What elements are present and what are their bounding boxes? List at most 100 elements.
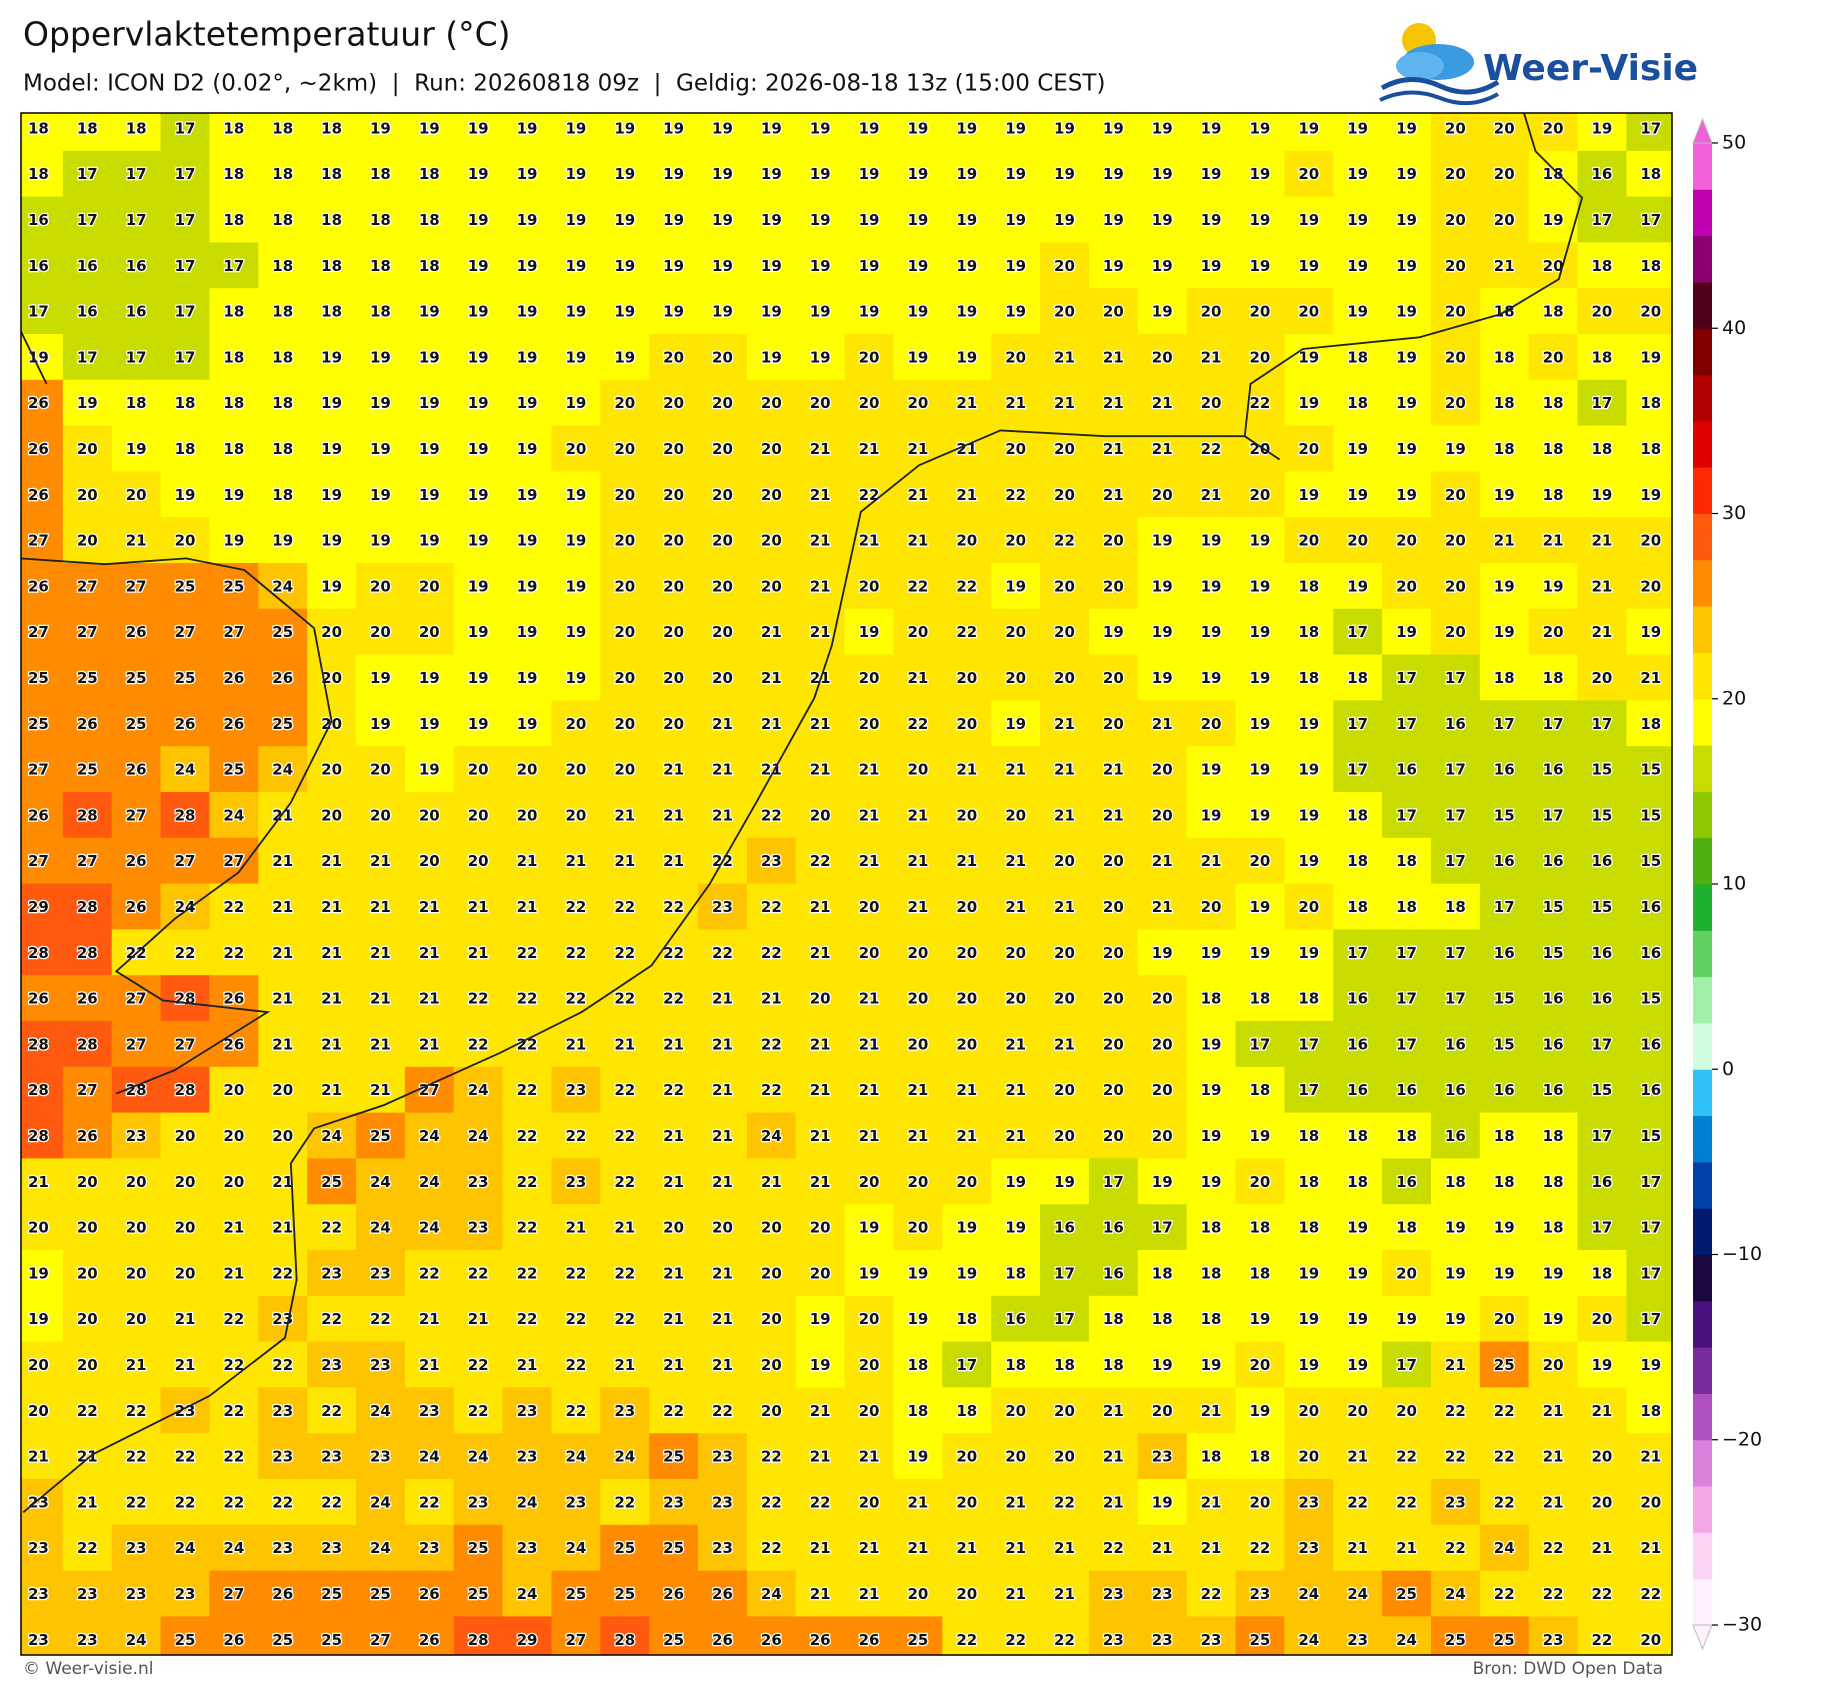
cell [991,1158,1041,1205]
cell-value: 19 [1640,623,1661,641]
cell [1137,1250,1188,1297]
cell-value: 19 [1054,165,1075,183]
cell-value: 23 [1249,1585,1270,1603]
cell-value: 23 [614,1402,635,1420]
cell-value: 23 [565,1081,586,1099]
cell [356,563,406,610]
cell [795,883,846,930]
cell [62,1341,113,1388]
cell-value: 21 [810,1035,831,1053]
cell-value: 19 [956,257,977,275]
cell-value: 19 [859,257,880,275]
cell [1137,1341,1188,1388]
cell-value: 20 [761,532,782,550]
cell-value: 21 [419,990,440,1008]
cell-value: 19 [419,394,440,412]
cell [160,425,211,472]
cell [62,196,113,243]
cell [258,150,308,198]
cell [795,1112,846,1159]
cell-value: 26 [126,898,147,916]
cell [1284,1021,1334,1068]
cell-value: 19 [907,165,928,183]
cell-value: 15 [1494,1035,1515,1053]
cell-value: 19 [1005,1173,1026,1191]
cell-value: 26 [712,1585,733,1603]
cell [1137,837,1188,885]
cell-value: 21 [419,1310,440,1328]
cell-value: 21 [1103,1448,1124,1466]
cell [356,654,406,701]
cell [356,1158,406,1205]
cell-value: 18 [1347,669,1368,687]
cell-value: 19 [1347,577,1368,595]
cell [209,654,259,701]
cell-value: 27 [126,577,147,595]
cell-value: 21 [956,761,977,779]
cell [111,1158,162,1205]
cell-value: 15 [1640,990,1661,1008]
cell-value: 27 [28,852,49,870]
cell-value: 17 [1640,1310,1661,1328]
cell [404,196,455,243]
cell [1382,242,1432,289]
cell-value: 18 [28,165,49,183]
cell [404,242,455,289]
cell [795,196,846,243]
cell [746,1433,797,1480]
cell [1284,1616,1334,1655]
cell [1186,746,1237,793]
cell [404,1387,455,1434]
cell [1382,837,1432,885]
cell-value: 18 [1298,990,1319,1008]
cell-value: 21 [907,852,928,870]
cell-value: 19 [565,486,586,504]
cell [502,1021,553,1068]
colorbar-band [1693,745,1712,792]
cell [356,837,406,885]
cell-value: 20 [1445,486,1466,504]
cell-value: 21 [1152,898,1173,916]
cell [1235,1616,1285,1655]
cell-value: 19 [614,303,635,321]
cell-value: 22 [1543,1539,1564,1557]
cell [307,975,357,1022]
cell-value: 20 [1445,577,1466,595]
cell [942,1112,992,1159]
cell-value: 16 [1494,852,1515,870]
cell-value: 21 [663,1127,684,1145]
cell-value: 20 [1347,532,1368,550]
cell [1430,654,1481,701]
cell-value: 19 [517,715,538,733]
cell-value: 19 [1201,623,1222,641]
cell-value: 23 [1347,1631,1368,1649]
cell-value: 22 [370,1310,391,1328]
cell-value: 18 [1494,394,1515,412]
cell [1088,196,1139,243]
cell [1284,563,1334,610]
cell [1088,1295,1139,1343]
cell-value: 21 [1054,394,1075,412]
cell-value: 18 [1543,394,1564,412]
cell-value: 20 [370,761,391,779]
cell-value: 16 [1494,761,1515,779]
cell [502,883,553,930]
cell-value: 25 [77,761,98,779]
cell [1088,654,1139,701]
cell-labels: 18 18 18 17 18 18 18 19 19 19 19 19 19 19 19 19 19 19 19 19… [27,118,1663,1650]
cell-value: 18 [956,1310,977,1328]
cell [1382,288,1432,335]
cell [600,1295,650,1343]
cell [1186,700,1237,747]
cell [1577,471,1627,518]
cell-value: 19 [907,303,928,321]
cell-value: 18 [1347,394,1368,412]
cell [600,654,650,701]
cell-value: 20 [712,486,733,504]
cell-value: 20 [1543,623,1564,641]
cell [502,1524,553,1572]
cell-value: 21 [712,1081,733,1099]
cell-value: 19 [517,211,538,229]
cell-value: 20 [663,486,684,504]
cell [1186,242,1237,289]
